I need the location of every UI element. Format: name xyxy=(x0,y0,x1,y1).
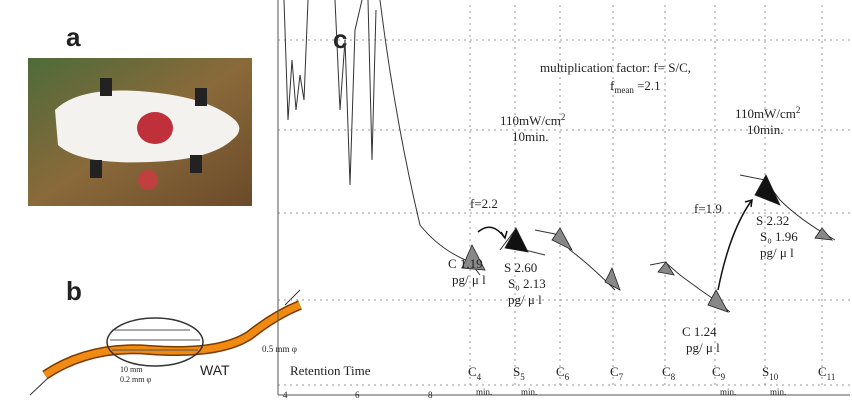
peak-label: C9 xyxy=(712,364,726,382)
annotation: pg/ μ l xyxy=(760,245,794,260)
peak-sub: 7 xyxy=(619,372,624,382)
time-tick: 8 xyxy=(428,390,433,400)
dim-label: 10 mm xyxy=(120,365,143,374)
peak-unit: min. xyxy=(476,387,492,397)
annotation: C 1.24 xyxy=(682,324,717,339)
dim-label: 0.5 mm φ xyxy=(262,344,297,354)
peak-letter: C xyxy=(712,364,721,379)
power-sup: 2 xyxy=(561,112,566,122)
annotation: S 2.60 xyxy=(504,260,537,275)
annotation: S₀ 1.96 xyxy=(760,229,798,244)
peak-letter: C xyxy=(818,364,827,379)
irradiation-power: 110mW/cm2 xyxy=(735,105,800,121)
annotation: C 1.19 xyxy=(448,256,483,271)
irradiation-power: 110mW/cm2 xyxy=(500,112,565,128)
irradiation-time: 10min. xyxy=(512,129,548,144)
mean-value: =2.1 xyxy=(634,78,661,93)
peak-unit: min. xyxy=(770,387,786,397)
figure: a b WAT 10 mm 0.2 mm φ 0.5 mm φ c xyxy=(0,0,852,412)
peak-letter: C xyxy=(610,364,619,379)
factor: f=1.9 xyxy=(694,201,722,216)
factor: f=2.2 xyxy=(470,196,498,211)
panel-label: a xyxy=(66,22,81,52)
power: 110mW/cm xyxy=(735,106,796,121)
peak-sub: 10 xyxy=(769,372,779,382)
formula: multiplication factor: f= S/C, xyxy=(540,60,691,75)
peak-label: S10 xyxy=(762,364,779,382)
peak-unit: min. xyxy=(521,387,537,397)
peak-label: C8 xyxy=(662,364,676,382)
peak-sub: 4 xyxy=(477,372,482,382)
dim-label: 0.2 mm φ xyxy=(120,375,151,384)
peak-letter: S xyxy=(762,364,769,379)
peak-label: S5 xyxy=(513,364,525,382)
peak-unit: min. xyxy=(720,387,736,397)
peak-sub: 11 xyxy=(827,372,836,382)
annotation: pg/ μ l xyxy=(686,340,720,355)
peak-label: C7 xyxy=(610,364,624,382)
power: 110mW/cm xyxy=(500,113,561,128)
peak-letter: C xyxy=(468,364,477,379)
annotation: S₀ 2.13 xyxy=(508,276,546,291)
peak-label: C4 xyxy=(468,364,482,382)
panel-label: b xyxy=(66,276,82,306)
tissue-label: WAT xyxy=(200,362,230,378)
peak-letter: C xyxy=(556,364,565,379)
mean-factor: fmean =2.1 xyxy=(610,78,661,95)
peak-sub: 9 xyxy=(721,372,726,382)
mean-sub: mean xyxy=(614,85,634,95)
peak-sub: 5 xyxy=(520,372,525,382)
time-tick: 4 xyxy=(283,390,288,400)
annotation: pg/ μ l xyxy=(452,272,486,287)
peak-label: C11 xyxy=(818,364,835,382)
peak-letter: S xyxy=(513,364,520,379)
annotation: pg/ μ l xyxy=(508,292,542,307)
annotation: S 2.32 xyxy=(756,213,789,228)
peak-letter: C xyxy=(662,364,671,379)
peak-label: C6 xyxy=(556,364,570,382)
peak-sub: 6 xyxy=(565,372,570,382)
peak-sub: 8 xyxy=(671,372,676,382)
time-tick: 6 xyxy=(355,390,360,400)
power-sup: 2 xyxy=(796,105,801,115)
axis-label: Retention Time xyxy=(290,363,371,378)
irradiation-time: 10min. xyxy=(747,122,783,137)
